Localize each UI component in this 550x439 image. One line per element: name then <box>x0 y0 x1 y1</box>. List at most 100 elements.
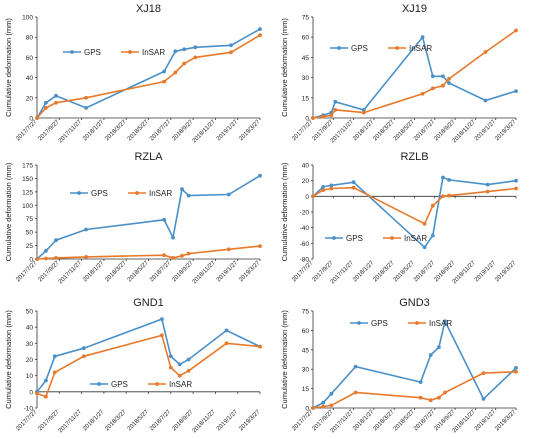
series-line-insar <box>36 334 261 398</box>
data-point-gps <box>483 98 488 103</box>
data-point-insar <box>52 370 57 375</box>
data-point-insar <box>351 185 356 190</box>
x-tick-label: 2018/5/27 <box>127 260 151 284</box>
legend-marker-insar <box>415 321 419 325</box>
y-tick-label: -20 <box>300 210 310 217</box>
data-point-insar <box>437 395 441 400</box>
data-point-insar <box>162 253 167 258</box>
data-point-gps <box>329 183 334 188</box>
data-point-insar <box>258 344 262 349</box>
y-tick-label: 100 <box>22 15 33 22</box>
y-axis-label: Cumulative deformation (mm) <box>280 162 289 261</box>
data-point-insar <box>481 371 486 375</box>
data-point-gps <box>173 49 178 54</box>
x-tick-label: 2017/7/27 <box>15 260 39 284</box>
series-line-insar <box>312 371 517 409</box>
data-point-insar <box>418 395 423 400</box>
data-point-gps <box>84 227 88 232</box>
legend-label-gps: GPS <box>371 319 388 328</box>
y-tick-label: 100 <box>22 203 33 210</box>
data-point-gps <box>437 345 441 350</box>
data-point-insar <box>321 114 325 119</box>
y-tick-label: 45 <box>302 347 310 354</box>
x-tick-label: 2019/3/27 <box>494 409 518 433</box>
data-point-insar <box>483 50 488 54</box>
y-tick-label: -60 <box>300 241 310 248</box>
data-point-insar <box>168 365 173 370</box>
data-point-gps <box>229 43 233 48</box>
y-tick-label: 0 <box>305 194 309 201</box>
series-line-gps <box>36 175 261 260</box>
y-tick-label: 20 <box>26 357 34 364</box>
x-tick-label: 2017/7/27 <box>15 119 39 143</box>
chart-title: RZLB <box>400 151 428 163</box>
data-point-gps <box>44 378 48 383</box>
y-tick-label: 25 <box>26 243 34 250</box>
y-tick-label: 50 <box>26 230 34 237</box>
y-axis-label: Cumulative deformation (mm) <box>4 162 13 261</box>
chart-panel-xj19: XJ19015304560752017/7/272017/9/272017/11… <box>280 3 518 144</box>
data-point-insar <box>258 244 262 249</box>
x-tick-label: 2018/7/27 <box>149 260 173 284</box>
x-tick-label: 2018/1/27 <box>82 119 106 143</box>
series-line-insar <box>36 245 261 260</box>
y-tick-label: 75 <box>26 216 34 223</box>
y-tick-label: 0 <box>305 116 309 123</box>
data-point-insar <box>447 77 451 81</box>
legend-marker-gps <box>77 191 81 195</box>
x-tick-label: 2018/9/27 <box>171 409 195 433</box>
legend-marker-gps <box>357 321 361 325</box>
series-line-insar <box>312 186 517 225</box>
data-point-insar <box>35 391 39 396</box>
data-point-insar <box>229 50 233 55</box>
y-tick-label: 60 <box>302 35 310 42</box>
legend-marker-gps <box>70 50 74 54</box>
data-point-insar <box>84 95 88 100</box>
y-tick-label: 0 <box>305 406 309 413</box>
x-tick-label: 2017/11/27 <box>58 119 84 145</box>
data-point-gps <box>162 217 167 222</box>
y-tick-label: 150 <box>22 176 33 183</box>
x-tick-label: 2018/7/27 <box>149 119 173 143</box>
x-tick-label: 2017/9/27 <box>38 409 62 433</box>
legend-marker-gps <box>332 236 336 240</box>
data-point-gps <box>258 27 262 31</box>
series-line-gps <box>36 28 261 119</box>
legend-label-insar: InSAR <box>142 48 165 57</box>
data-point-gps <box>441 74 445 79</box>
x-tick-label: 2017/9/27 <box>38 260 62 284</box>
data-point-insar <box>54 100 58 105</box>
y-axis-label: Cumulative deformation (mm) <box>4 310 13 409</box>
chart-panel-rzla: RZLA 0 25 50 75 100 125 150 175 2017/7/27 2017/9/2… <box>4 151 262 285</box>
legend-label-insar: InSAR <box>169 380 192 389</box>
data-point-insar <box>160 333 164 338</box>
data-point-gps <box>44 249 48 253</box>
y-tick-label: 15 <box>302 95 310 102</box>
data-point-gps <box>224 328 229 333</box>
y-tick-label: 45 <box>302 55 310 62</box>
x-tick-label: 2019/3/27 <box>494 119 518 143</box>
data-point-insar <box>430 203 435 208</box>
y-axis-label: Cumulative deformation (mm) <box>280 310 289 409</box>
data-point-insar <box>44 256 48 261</box>
legend-label-gps: GPS <box>346 234 363 243</box>
data-point-insar <box>441 194 445 199</box>
y-tick-label: -10 <box>24 406 34 413</box>
data-point-gps <box>443 319 447 324</box>
data-point-gps <box>44 100 48 105</box>
chart-panel-rzlb: RZLB-80-60-40-20020402017/7/272017/9/272… <box>280 151 518 285</box>
legend-marker-gps <box>97 382 101 386</box>
data-point-gps <box>162 69 167 74</box>
chart-title: XJ18 <box>136 3 161 15</box>
data-point-insar <box>311 406 315 410</box>
y-axis-label: Cumulative deformation (mm) <box>280 18 289 117</box>
x-tick-label: 2018/5/27 <box>127 119 151 143</box>
y-tick-label: 0 <box>29 389 33 396</box>
data-point-gps <box>52 354 57 359</box>
data-point-insar <box>186 251 191 256</box>
data-point-gps <box>418 380 423 384</box>
data-point-insar <box>54 256 58 260</box>
data-point-gps <box>422 245 427 250</box>
data-point-insar <box>180 253 184 258</box>
